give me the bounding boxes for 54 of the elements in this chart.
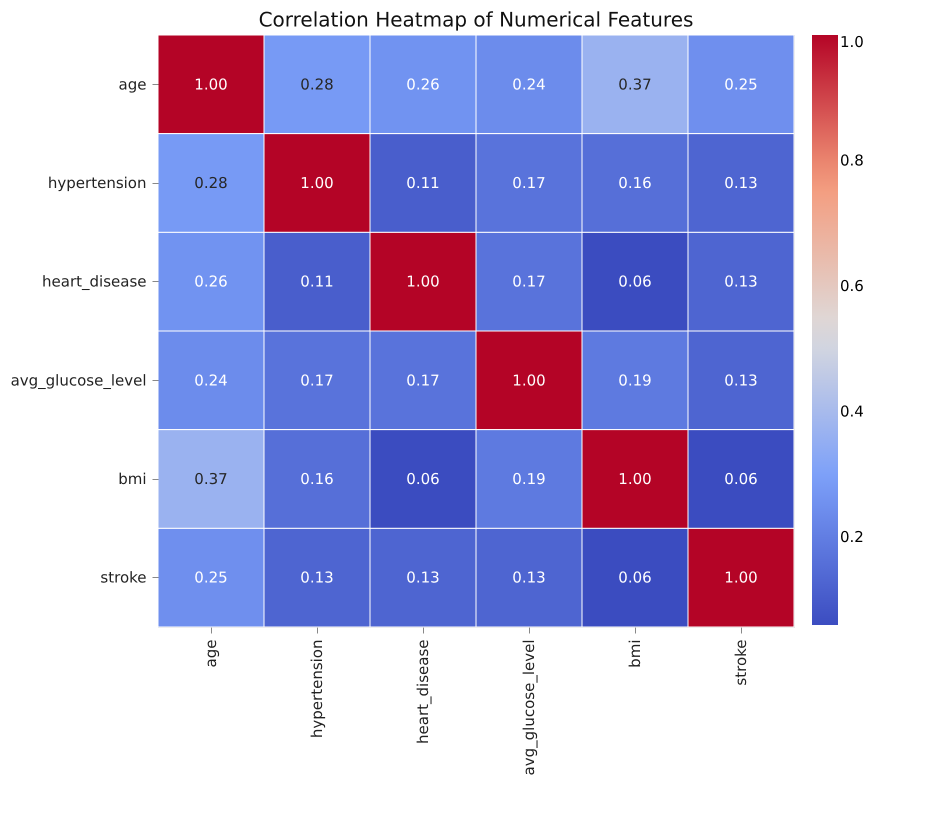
data-label: 1.00: [300, 174, 334, 192]
data-label: 0.13: [512, 568, 546, 587]
data-label: 0.13: [406, 568, 440, 587]
x-tick-label: hypertension: [308, 640, 326, 738]
y-tick-label: stroke: [100, 568, 146, 587]
x-tick-label: avg_glucose_level: [520, 640, 538, 776]
data-label: 0.13: [300, 568, 334, 587]
data-label: 0.11: [406, 174, 440, 192]
data-label: 0.26: [194, 272, 228, 291]
data-label: 0.16: [618, 174, 652, 192]
data-label: 0.24: [512, 75, 546, 94]
y-tick-label: hypertension: [48, 174, 146, 192]
x-tick-label: stroke: [732, 640, 750, 686]
data-label: 0.24: [194, 371, 228, 390]
data-label: 0.17: [300, 371, 334, 390]
y-tick-label: bmi: [118, 470, 146, 488]
data-label: 1.00: [724, 568, 758, 587]
color-bar-label: 1.0: [840, 33, 864, 51]
data-label: 0.13: [724, 174, 758, 192]
color-bar-label: 0.2: [840, 528, 864, 546]
data-label: 0.37: [194, 470, 228, 488]
data-label: 0.06: [406, 470, 440, 488]
x-tick-label: heart_disease: [414, 640, 432, 744]
data-label: 0.13: [724, 371, 758, 390]
y-tick-label: heart_disease: [42, 272, 146, 291]
x-tick-label: age: [202, 640, 220, 668]
data-label: 0.17: [512, 272, 546, 291]
color-bar-label: 0.6: [840, 277, 864, 296]
data-label: 0.06: [724, 470, 758, 488]
data-label: 0.17: [512, 174, 546, 192]
color-bar-label: 0.8: [840, 152, 864, 170]
data-label: 0.06: [618, 272, 652, 291]
data-label: 0.13: [724, 272, 758, 291]
data-label: 1.00: [406, 272, 440, 291]
y-tick-label: age: [118, 75, 146, 94]
data-label: 1.00: [512, 371, 546, 390]
data-label: 1.00: [618, 470, 652, 488]
data-label: 0.28: [194, 174, 228, 192]
data-label: 0.19: [512, 470, 546, 488]
data-label: 0.11: [300, 272, 334, 291]
data-label: 0.17: [406, 371, 440, 390]
data-label: 0.37: [618, 75, 652, 94]
data-label: 0.19: [618, 371, 652, 390]
data-label: 0.26: [406, 75, 440, 94]
color-bar-label: 0.4: [840, 402, 864, 421]
data-label: 1.00: [194, 75, 228, 94]
chart-title: Correlation Heatmap of Numerical Features: [258, 8, 694, 32]
data-label: 0.28: [300, 75, 334, 94]
data-label: 0.25: [724, 75, 758, 94]
y-tick-label: avg_glucose_level: [10, 371, 146, 390]
data-label: 0.25: [194, 568, 228, 587]
data-label: 0.06: [618, 568, 652, 587]
x-tick-label: bmi: [626, 640, 644, 668]
data-label: 0.16: [300, 470, 334, 488]
